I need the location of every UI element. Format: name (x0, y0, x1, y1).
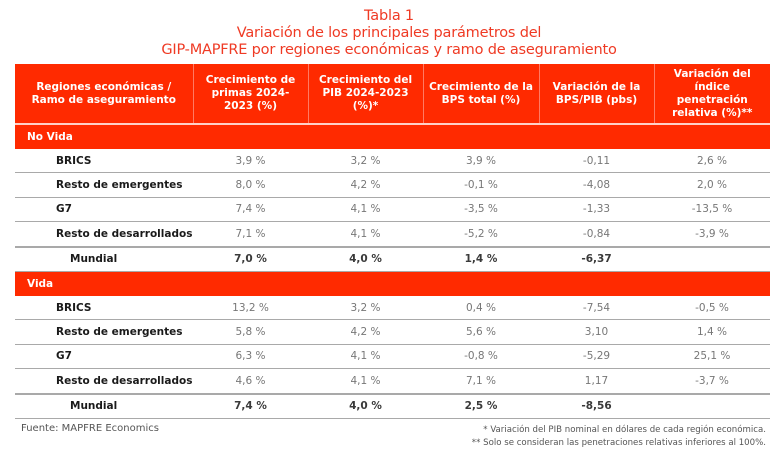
table-row: BRICS 3,9 % 3,2 % 3,9 % -0,11 2,6 % (15, 149, 770, 174)
table-row: Resto de emergentes 5,8 % 4,2 % 5,6 % 3,10 1,… (15, 319, 770, 345)
cell-region: Resto de desarrollados (15, 221, 193, 248)
total-row: Resto de desarrollados 7,1 % 4,1 % -5,2 % -0… (15, 221, 770, 248)
cell-region: BRICS (15, 149, 193, 174)
total-row: Resto de desarrollados 4,6 % 4,1 % 7,1 % 1,1… (15, 368, 770, 395)
cell-pib: 4,0 % (308, 393, 423, 419)
cell-region: Resto de desarrollados (15, 368, 193, 395)
cell-bps: -0,1 % (423, 172, 539, 198)
section-label: No Vida (15, 124, 770, 149)
cell-bps-pib: 1,17 (539, 368, 654, 395)
cell-penetracion (654, 246, 770, 272)
cell-pib: 3,2 % (308, 149, 423, 174)
cell-bps: 5,6 % (423, 319, 539, 345)
cell-bps-pib: -0,11 (539, 149, 654, 174)
cell-pib: 4,0 % (308, 246, 423, 272)
table-title: Tabla 1 Variación de los principales par… (0, 8, 778, 59)
table-title-line-1: Variación de los principales parámetros … (236, 25, 542, 41)
cell-pib: 4,1 % (308, 197, 423, 223)
cell-bps-pib: -4,08 (539, 172, 654, 198)
cell-penetracion: 2,0 % (654, 172, 770, 198)
table-row: BRICS 13,2 % 3,2 % 0,4 % -7,54 -0,5 % (15, 295, 770, 321)
cell-bps: 0,4 % (423, 295, 539, 321)
cell-penetracion: -0,5 % (654, 295, 770, 321)
cell-bps: -0,8 % (423, 344, 539, 370)
header-region: Regiones económicas / Ramo de aseguramie… (15, 64, 193, 125)
cell-penetracion: 2,6 % (654, 149, 770, 174)
cell-bps-pib: -8,56 (539, 393, 654, 419)
cell-bps-pib: -6,37 (539, 246, 654, 272)
footnote-2: ** Solo se consideran las penetraciones … (471, 438, 766, 448)
footnote-1: * Variación del PIB nominal en dólares d… (483, 425, 766, 435)
cell-primas: 7,4 % (193, 197, 308, 223)
cell-region: Mundial (15, 393, 193, 419)
cell-primas: 6,3 % (193, 344, 308, 370)
cell-pib: 4,2 % (308, 319, 423, 345)
table-number: Tabla 1 (364, 8, 414, 24)
cell-pib: 4,2 % (308, 172, 423, 198)
cell-penetracion (654, 393, 770, 419)
cell-bps: 3,9 % (423, 149, 539, 174)
table-row: G7 7,4 % 4,1 % -3,5 % -1,33 -13,5 % (15, 197, 770, 223)
cell-region: Resto de emergentes (15, 319, 193, 345)
cell-bps: 7,1 % (423, 368, 539, 395)
cell-region: Resto de emergentes (15, 172, 193, 198)
header-pib: Crecimiento del PIB 2024-2023 (%)* (307, 64, 423, 125)
cell-bps-pib: -5,29 (539, 344, 654, 370)
header-bps: Crecimiento de la BPS total (%) (422, 64, 539, 125)
cell-primas: 7,1 % (193, 221, 308, 248)
cell-primas: 4,6 % (193, 368, 308, 395)
data-table: Regiones económicas / Ramo de aseguramie… (15, 64, 770, 419)
header-row: Regiones económicas / Ramo de aseguramie… (15, 64, 770, 125)
header-bps-pib: Variación de la BPS/PIB (pbs) (538, 64, 654, 125)
cell-primas: 13,2 % (193, 295, 308, 321)
cell-region: G7 (15, 344, 193, 370)
cell-pib: 3,2 % (308, 295, 423, 321)
cell-primas: 3,9 % (193, 149, 308, 174)
cell-bps-pib: -7,54 (539, 295, 654, 321)
cell-bps: -3,5 % (423, 197, 539, 223)
cell-region: G7 (15, 197, 193, 223)
cell-primas: 8,0 % (193, 172, 308, 198)
cell-penetracion: -3,9 % (654, 221, 770, 248)
cell-penetracion: -3,7 % (654, 368, 770, 395)
cell-bps-pib: -0,84 (539, 221, 654, 248)
cell-pib: 4,1 % (308, 221, 423, 248)
table-row: Resto de emergentes 8,0 % 4,2 % -0,1 % -4,08… (15, 172, 770, 198)
header-penetracion: Variación del índice penetración relativ… (653, 64, 770, 125)
cell-penetracion: 1,4 % (654, 319, 770, 345)
cell-bps: 1,4 % (423, 246, 539, 272)
total-row: Mundial 7,0 % 4,0 % 1,4 % -6,37 (15, 246, 770, 272)
cell-region: BRICS (15, 295, 193, 321)
cell-region: Mundial (15, 246, 193, 272)
cell-pib: 4,1 % (308, 368, 423, 395)
section-label: Vida (15, 271, 770, 296)
total-row: Mundial 7,4 % 4,0 % 2,5 % -8,56 (15, 393, 770, 419)
cell-primas: 7,4 % (193, 393, 308, 419)
table-row: G7 6,3 % 4,1 % -0,8 % -5,29 25,1 % (15, 344, 770, 370)
footnotes: * Variación del PIB nominal en dólares d… (472, 424, 766, 450)
cell-bps-pib: 3,10 (539, 319, 654, 345)
cell-bps: -5,2 % (423, 221, 539, 248)
cell-bps-pib: -1,33 (539, 197, 654, 223)
cell-primas: 5,8 % (193, 319, 308, 345)
source-note: Fuente: MAPFRE Economics (21, 423, 159, 434)
cell-bps: 2,5 % (423, 393, 539, 419)
section-row: Vida (15, 271, 770, 296)
cell-pib: 4,1 % (308, 344, 423, 370)
section-row: No Vida (15, 124, 770, 149)
header-primas: Crecimiento de primas 2024-2023 (%) (192, 64, 308, 125)
table-title-line-2: GIP-MAPFRE por regiones económicas y ram… (161, 42, 617, 58)
cell-primas: 7,0 % (193, 246, 308, 272)
cell-penetracion: -13,5 % (654, 197, 770, 223)
cell-penetracion: 25,1 % (654, 344, 770, 370)
